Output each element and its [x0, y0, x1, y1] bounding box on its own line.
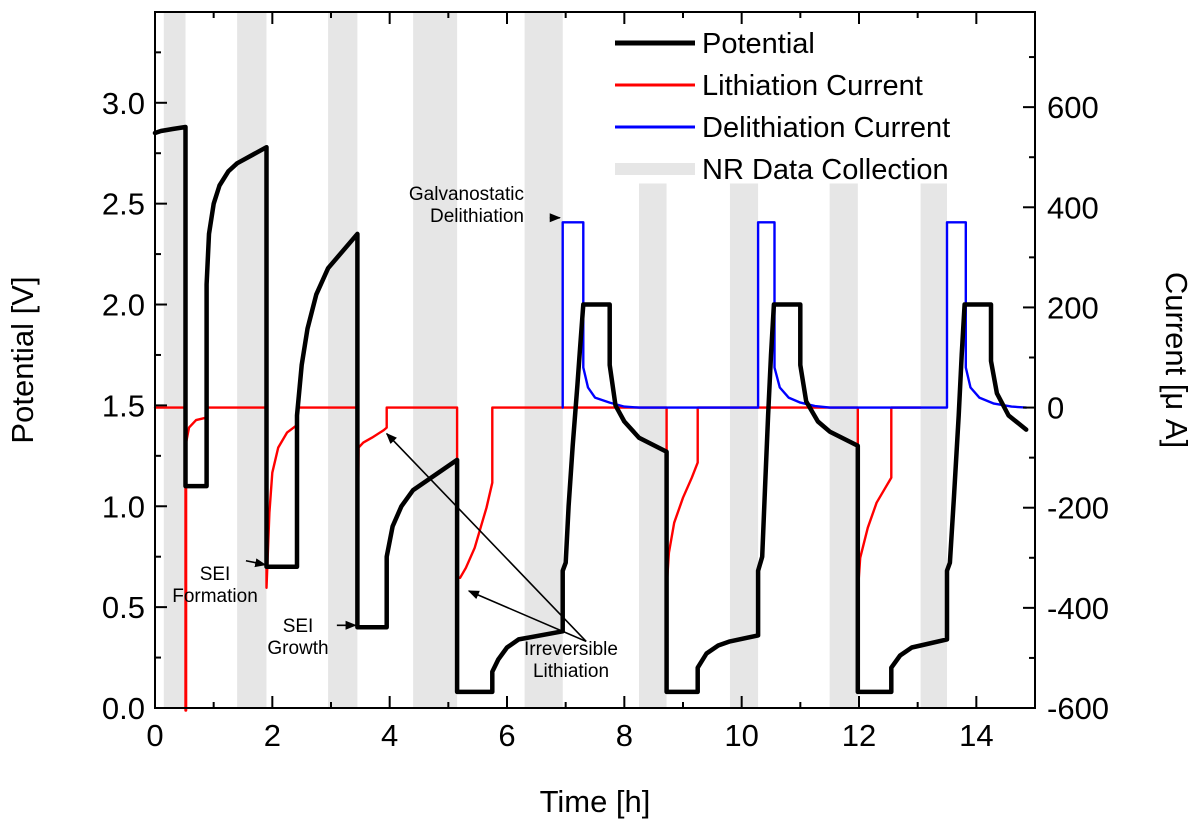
y2-tick-label: -200 — [1047, 491, 1109, 526]
annotation-arrow-irreversible-1 — [467, 590, 587, 643]
gridless-plot-area — [152, 124, 1029, 712]
nr-band-8 — [920, 183, 947, 708]
y2-tick-label: -400 — [1047, 591, 1109, 626]
y-tick-label: 2.0 — [102, 288, 145, 323]
y2-tick-label: 200 — [1047, 290, 1099, 325]
y-axis-right: -600 -400 -200 0 200 400 600 — [1023, 56, 1109, 726]
y2-tick-label: 0 — [1047, 391, 1064, 426]
x-tick-label: 0 — [146, 718, 163, 753]
annotation-irreversible-lithiation-line-1: Lithiation — [533, 661, 609, 682]
nr-band-1 — [237, 12, 267, 708]
x-axis-title: Time [h] — [540, 784, 651, 819]
potential-series — [152, 124, 1029, 695]
x-tick-label: 6 — [498, 718, 515, 753]
legend: Potential Lithiation Current Delithiation … — [615, 28, 950, 186]
x-axis: 0 2 4 6 8 10 12 14 — [146, 12, 994, 753]
y-tick-label: 2.5 — [102, 187, 145, 222]
annotation-sei-growth-line-1: Growth — [267, 638, 328, 659]
y2-tick-label: -600 — [1047, 691, 1109, 726]
nr-band-3 — [413, 12, 458, 708]
y-tick-label: 0.5 — [102, 590, 145, 625]
legend-label-0: Potential — [702, 28, 815, 60]
nr-bands-layer — [163, 12, 947, 708]
delithiation-current-series — [561, 221, 1028, 409]
y2-tick-label: 400 — [1047, 190, 1099, 225]
y2-tick-label: 600 — [1047, 90, 1099, 125]
legend-label-1: Lithiation Current — [702, 70, 923, 102]
potential-line — [152, 124, 1029, 695]
y-tick-label: 1.0 — [102, 489, 145, 524]
plot-frame — [154, 11, 1036, 709]
annotation-sei-formation-line-1: Formation — [172, 586, 258, 607]
annotation-galvanostatic-delithiation-line-0: Galvanostatic — [409, 184, 524, 205]
annotation-galvanostatic-delithiation-line-1: Delithiation — [430, 206, 524, 227]
annotations-layer: GalvanostaticDelithiationSEIFormationSEI… — [172, 184, 618, 682]
y-tick-label: 1.5 — [102, 388, 145, 423]
legend-label-3: NR Data Collection — [702, 154, 949, 186]
x-tick-label: 8 — [616, 718, 633, 753]
x-tick-label: 10 — [724, 718, 758, 753]
annotation-sei-growth-line-0: SEI — [283, 616, 314, 637]
y-tick-label: 0.0 — [102, 691, 145, 726]
y-tick-label: 3.0 — [102, 86, 145, 121]
nr-band-4 — [524, 12, 563, 708]
annotation-irreversible-lithiation-line-0: Irreversible — [524, 639, 618, 660]
axes-layer: 0 2 4 6 8 10 12 14 0.0 0.5 1.0 1.5 2.0 2.5 3.0 -600 -400… — [102, 11, 1109, 753]
x-tick-label: 12 — [842, 718, 876, 753]
x-tick-label: 2 — [264, 718, 281, 753]
y-axis-title-left: Potential [V] — [5, 276, 40, 443]
annotation-arrow-irreversible-0 — [385, 432, 587, 642]
y-axis-left: 0.0 0.5 1.0 1.5 2.0 2.5 3.0 — [102, 51, 167, 726]
annotation-sei-formation-line-0: SEI — [200, 564, 231, 585]
x-tick-label: 4 — [381, 718, 398, 753]
legend-label-2: Delithiation Current — [702, 112, 950, 144]
nr-band-6 — [729, 183, 759, 708]
delithiation-current-line — [561, 221, 1028, 409]
nr-band-0 — [163, 12, 186, 708]
nr-band-2 — [328, 12, 358, 708]
x-tick-label: 14 — [959, 718, 993, 753]
y-axis-title-right: Current [μ A] — [1159, 272, 1194, 448]
annotation-arrow-sei-formation — [245, 558, 267, 568]
